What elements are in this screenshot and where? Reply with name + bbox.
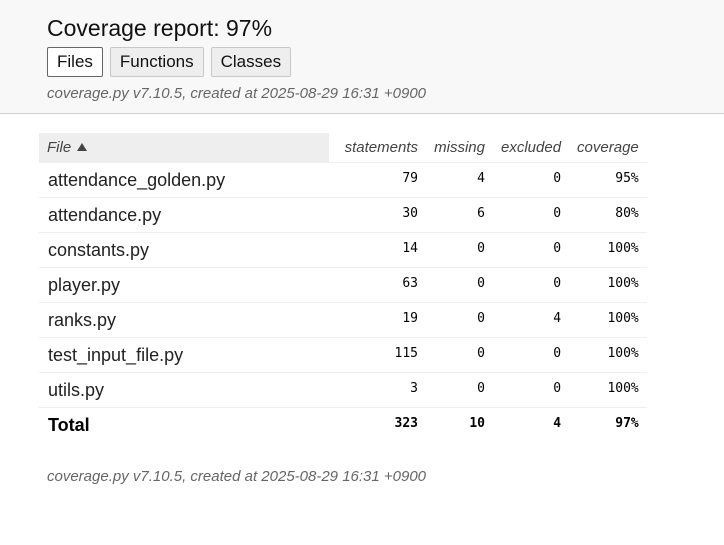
- missing-cell: 0: [426, 302, 493, 338]
- file-link[interactable]: ranks.py: [48, 309, 117, 330]
- column-header-excluded[interactable]: excluded: [493, 133, 570, 163]
- missing-cell: 0: [426, 372, 493, 408]
- statements-cell: 14: [329, 232, 426, 268]
- statements-cell: 79: [329, 162, 426, 198]
- coverage-cell: 100%: [569, 302, 647, 338]
- report-header: Coverage report: 97% Files Functions Cla…: [0, 0, 724, 114]
- total-coverage: 97%: [615, 416, 639, 431]
- total-statements: 323: [394, 416, 418, 431]
- file-link[interactable]: attendance_golden.py: [48, 169, 226, 190]
- page-title: Coverage report: 97%: [47, 15, 273, 41]
- file-link[interactable]: player.py: [48, 274, 121, 295]
- column-header-statements[interactable]: statements: [329, 133, 426, 163]
- report-main: File statements missing excluded coverag…: [0, 114, 724, 442]
- total-excluded: 4: [553, 416, 562, 431]
- excluded-cell: 0: [493, 197, 570, 233]
- coverage-cell: 95%: [569, 162, 647, 198]
- total-row: Total 323 10 4 97%: [39, 408, 647, 443]
- table-row: player.py 63 0 0 100%: [39, 267, 647, 303]
- statements-cell: 63: [329, 267, 426, 303]
- total-label: Total: [48, 414, 90, 435]
- coverage-cell: 100%: [569, 232, 647, 268]
- excluded-cell: 0: [493, 162, 570, 198]
- total-missing: 10: [469, 416, 485, 431]
- missing-cell: 0: [426, 337, 493, 373]
- excluded-cell: 4: [493, 302, 570, 338]
- column-header-coverage[interactable]: coverage: [569, 133, 647, 163]
- view-tabs: Files Functions Classes: [47, 47, 724, 77]
- statements-cell: 115: [329, 337, 426, 373]
- missing-cell: 6: [426, 197, 493, 233]
- coverage-cell: 100%: [569, 337, 647, 373]
- table-row: ranks.py 19 0 4 100%: [39, 302, 647, 338]
- file-link[interactable]: attendance.py: [48, 204, 162, 225]
- coverage-cell: 80%: [569, 197, 647, 233]
- column-header-missing[interactable]: missing: [426, 133, 493, 163]
- coverage-cell: 100%: [569, 267, 647, 303]
- missing-cell: 0: [426, 267, 493, 303]
- statements-cell: 30: [329, 197, 426, 233]
- tab-classes[interactable]: Classes: [210, 47, 292, 77]
- report-footer: coverage.py v7.10.5, created at 2025-08-…: [0, 442, 724, 485]
- footer-generator-info: coverage.py v7.10.5, created at 2025-08-…: [47, 468, 427, 485]
- table-row: constants.py 14 0 0 100%: [39, 232, 647, 268]
- missing-cell: 4: [426, 162, 493, 198]
- table-row: attendance.py 30 6 0 80%: [39, 197, 647, 233]
- file-link[interactable]: constants.py: [48, 239, 150, 260]
- excluded-cell: 0: [493, 267, 570, 303]
- tab-files[interactable]: Files: [47, 47, 103, 77]
- excluded-cell: 0: [493, 337, 570, 373]
- file-link[interactable]: test_input_file.py: [48, 344, 184, 365]
- statements-cell: 19: [329, 302, 426, 338]
- column-header-file[interactable]: File: [39, 133, 329, 163]
- sort-ascending-icon: [77, 143, 88, 151]
- coverage-table: File statements missing excluded coverag…: [39, 133, 647, 442]
- statements-cell: 3: [329, 372, 426, 408]
- table-header-row: File statements missing excluded coverag…: [39, 133, 647, 163]
- excluded-cell: 0: [493, 232, 570, 268]
- generator-info: coverage.py v7.10.5, created at 2025-08-…: [47, 85, 427, 102]
- file-link[interactable]: utils.py: [48, 379, 105, 400]
- table-row: utils.py 3 0 0 100%: [39, 372, 647, 408]
- column-header-file-label: File: [47, 139, 72, 156]
- tab-functions[interactable]: Functions: [109, 47, 204, 77]
- excluded-cell: 0: [493, 372, 570, 408]
- table-row: attendance_golden.py 79 4 0 95%: [39, 162, 647, 198]
- table-row: test_input_file.py 115 0 0 100%: [39, 337, 647, 373]
- missing-cell: 0: [426, 232, 493, 268]
- coverage-cell: 100%: [569, 372, 647, 408]
